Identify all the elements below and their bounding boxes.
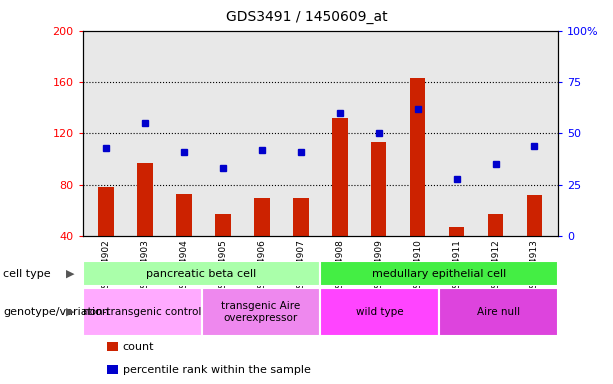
Bar	[410, 78, 425, 236]
Bar	[527, 195, 543, 236]
Text: non-transgenic control: non-transgenic control	[83, 307, 201, 317]
Bar	[83, 288, 202, 336]
Bar	[254, 198, 270, 236]
Text: ▶: ▶	[66, 307, 75, 317]
Text: pancreatic beta cell: pancreatic beta cell	[147, 268, 257, 279]
Bar	[321, 288, 439, 336]
Text: count: count	[123, 342, 154, 352]
Bar	[293, 198, 308, 236]
Bar	[176, 194, 192, 236]
Bar	[202, 288, 321, 336]
Bar	[332, 118, 348, 236]
Bar	[83, 261, 321, 286]
Bar	[488, 214, 503, 236]
Text: cell type: cell type	[3, 268, 51, 279]
Text: wild type: wild type	[356, 307, 403, 317]
Bar	[449, 227, 465, 236]
Bar	[215, 214, 230, 236]
Text: GDS3491 / 1450609_at: GDS3491 / 1450609_at	[226, 10, 387, 23]
Bar	[321, 261, 558, 286]
Text: transgenic Aire
overexpressor: transgenic Aire overexpressor	[221, 301, 300, 323]
Bar	[98, 187, 114, 236]
Bar	[137, 163, 153, 236]
Text: ▶: ▶	[66, 268, 75, 279]
Text: medullary epithelial cell: medullary epithelial cell	[372, 268, 506, 279]
Bar	[371, 142, 386, 236]
Text: percentile rank within the sample: percentile rank within the sample	[123, 365, 310, 375]
Text: genotype/variation: genotype/variation	[3, 307, 109, 317]
Bar	[439, 288, 558, 336]
Text: Aire null: Aire null	[477, 307, 520, 317]
